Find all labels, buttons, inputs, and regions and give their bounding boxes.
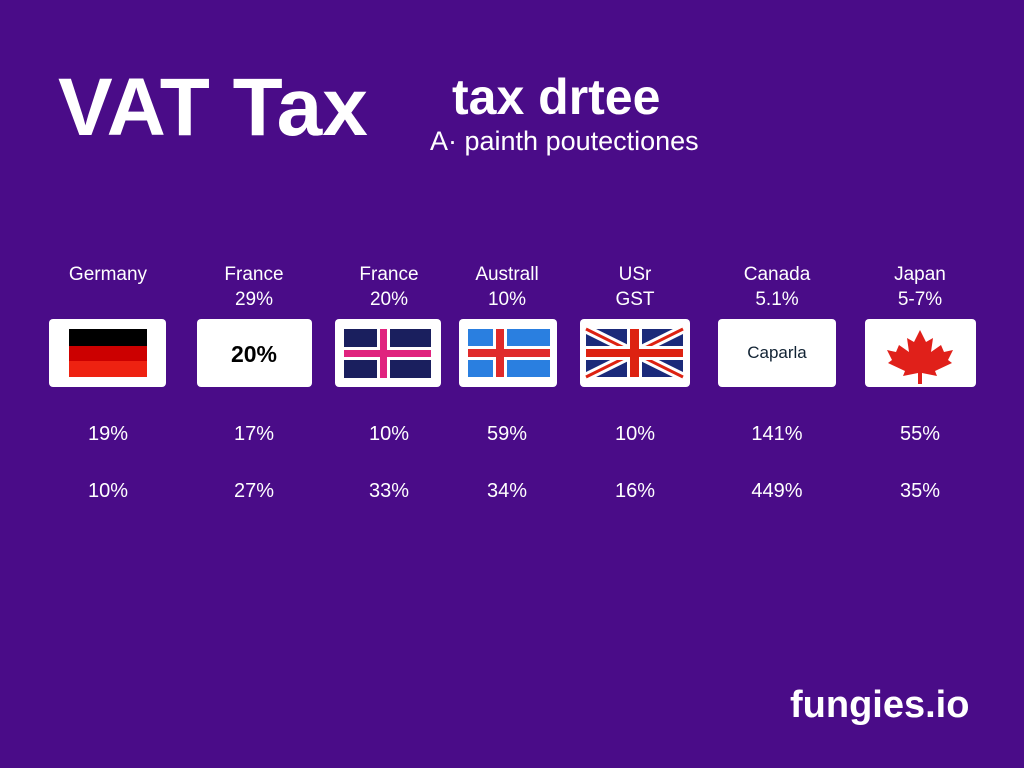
- title-side: tax drtee: [452, 69, 660, 125]
- subtitle: A· painth poutectiones: [430, 126, 699, 156]
- rate-value: 141%: [751, 423, 802, 445]
- rate-value: 10%: [615, 423, 655, 445]
- maple-leaf: [887, 330, 953, 384]
- title: VAT Tax: [58, 62, 368, 153]
- rate-value: 35%: [900, 480, 940, 502]
- rate-value: 33%: [369, 480, 409, 502]
- rate-value: 59%: [487, 423, 527, 445]
- column-rate: 20%: [370, 289, 408, 310]
- column-name: France: [359, 264, 418, 285]
- card: [197, 319, 312, 387]
- flag: [344, 329, 431, 378]
- column-name: USr: [619, 264, 652, 285]
- column-rate: 5.1%: [755, 289, 798, 310]
- card: [718, 319, 836, 387]
- card-text: Caparla: [747, 343, 807, 362]
- rate-value: 27%: [234, 480, 274, 502]
- flag: [69, 329, 147, 377]
- rate-value: 16%: [615, 480, 655, 502]
- rate-value: 17%: [234, 423, 274, 445]
- brand: fungies.io: [790, 684, 969, 726]
- columns: Germany 19% 10% France 29% 17% 27% France 20% 10%…: [69, 264, 946, 502]
- rate-value: 10%: [88, 480, 128, 502]
- column-rate: 10%: [488, 289, 526, 310]
- flag: [468, 329, 550, 377]
- column-name: Australl: [475, 264, 538, 285]
- rate-value: 34%: [487, 480, 527, 502]
- column-name: Germany: [69, 264, 148, 285]
- column-rate: GST: [615, 289, 654, 310]
- rate-value: 55%: [900, 423, 940, 445]
- flag: [584, 324, 685, 382]
- column-rate: 29%: [235, 289, 273, 310]
- column-name: Canada: [744, 264, 811, 285]
- rate-value: 449%: [751, 480, 802, 502]
- column-name: Japan: [894, 264, 946, 285]
- card-text: 20%: [231, 341, 277, 367]
- column-name: France: [224, 264, 283, 285]
- column-rate: 5-7%: [898, 289, 942, 310]
- rate-value: 10%: [369, 423, 409, 445]
- rate-value: 19%: [88, 423, 128, 445]
